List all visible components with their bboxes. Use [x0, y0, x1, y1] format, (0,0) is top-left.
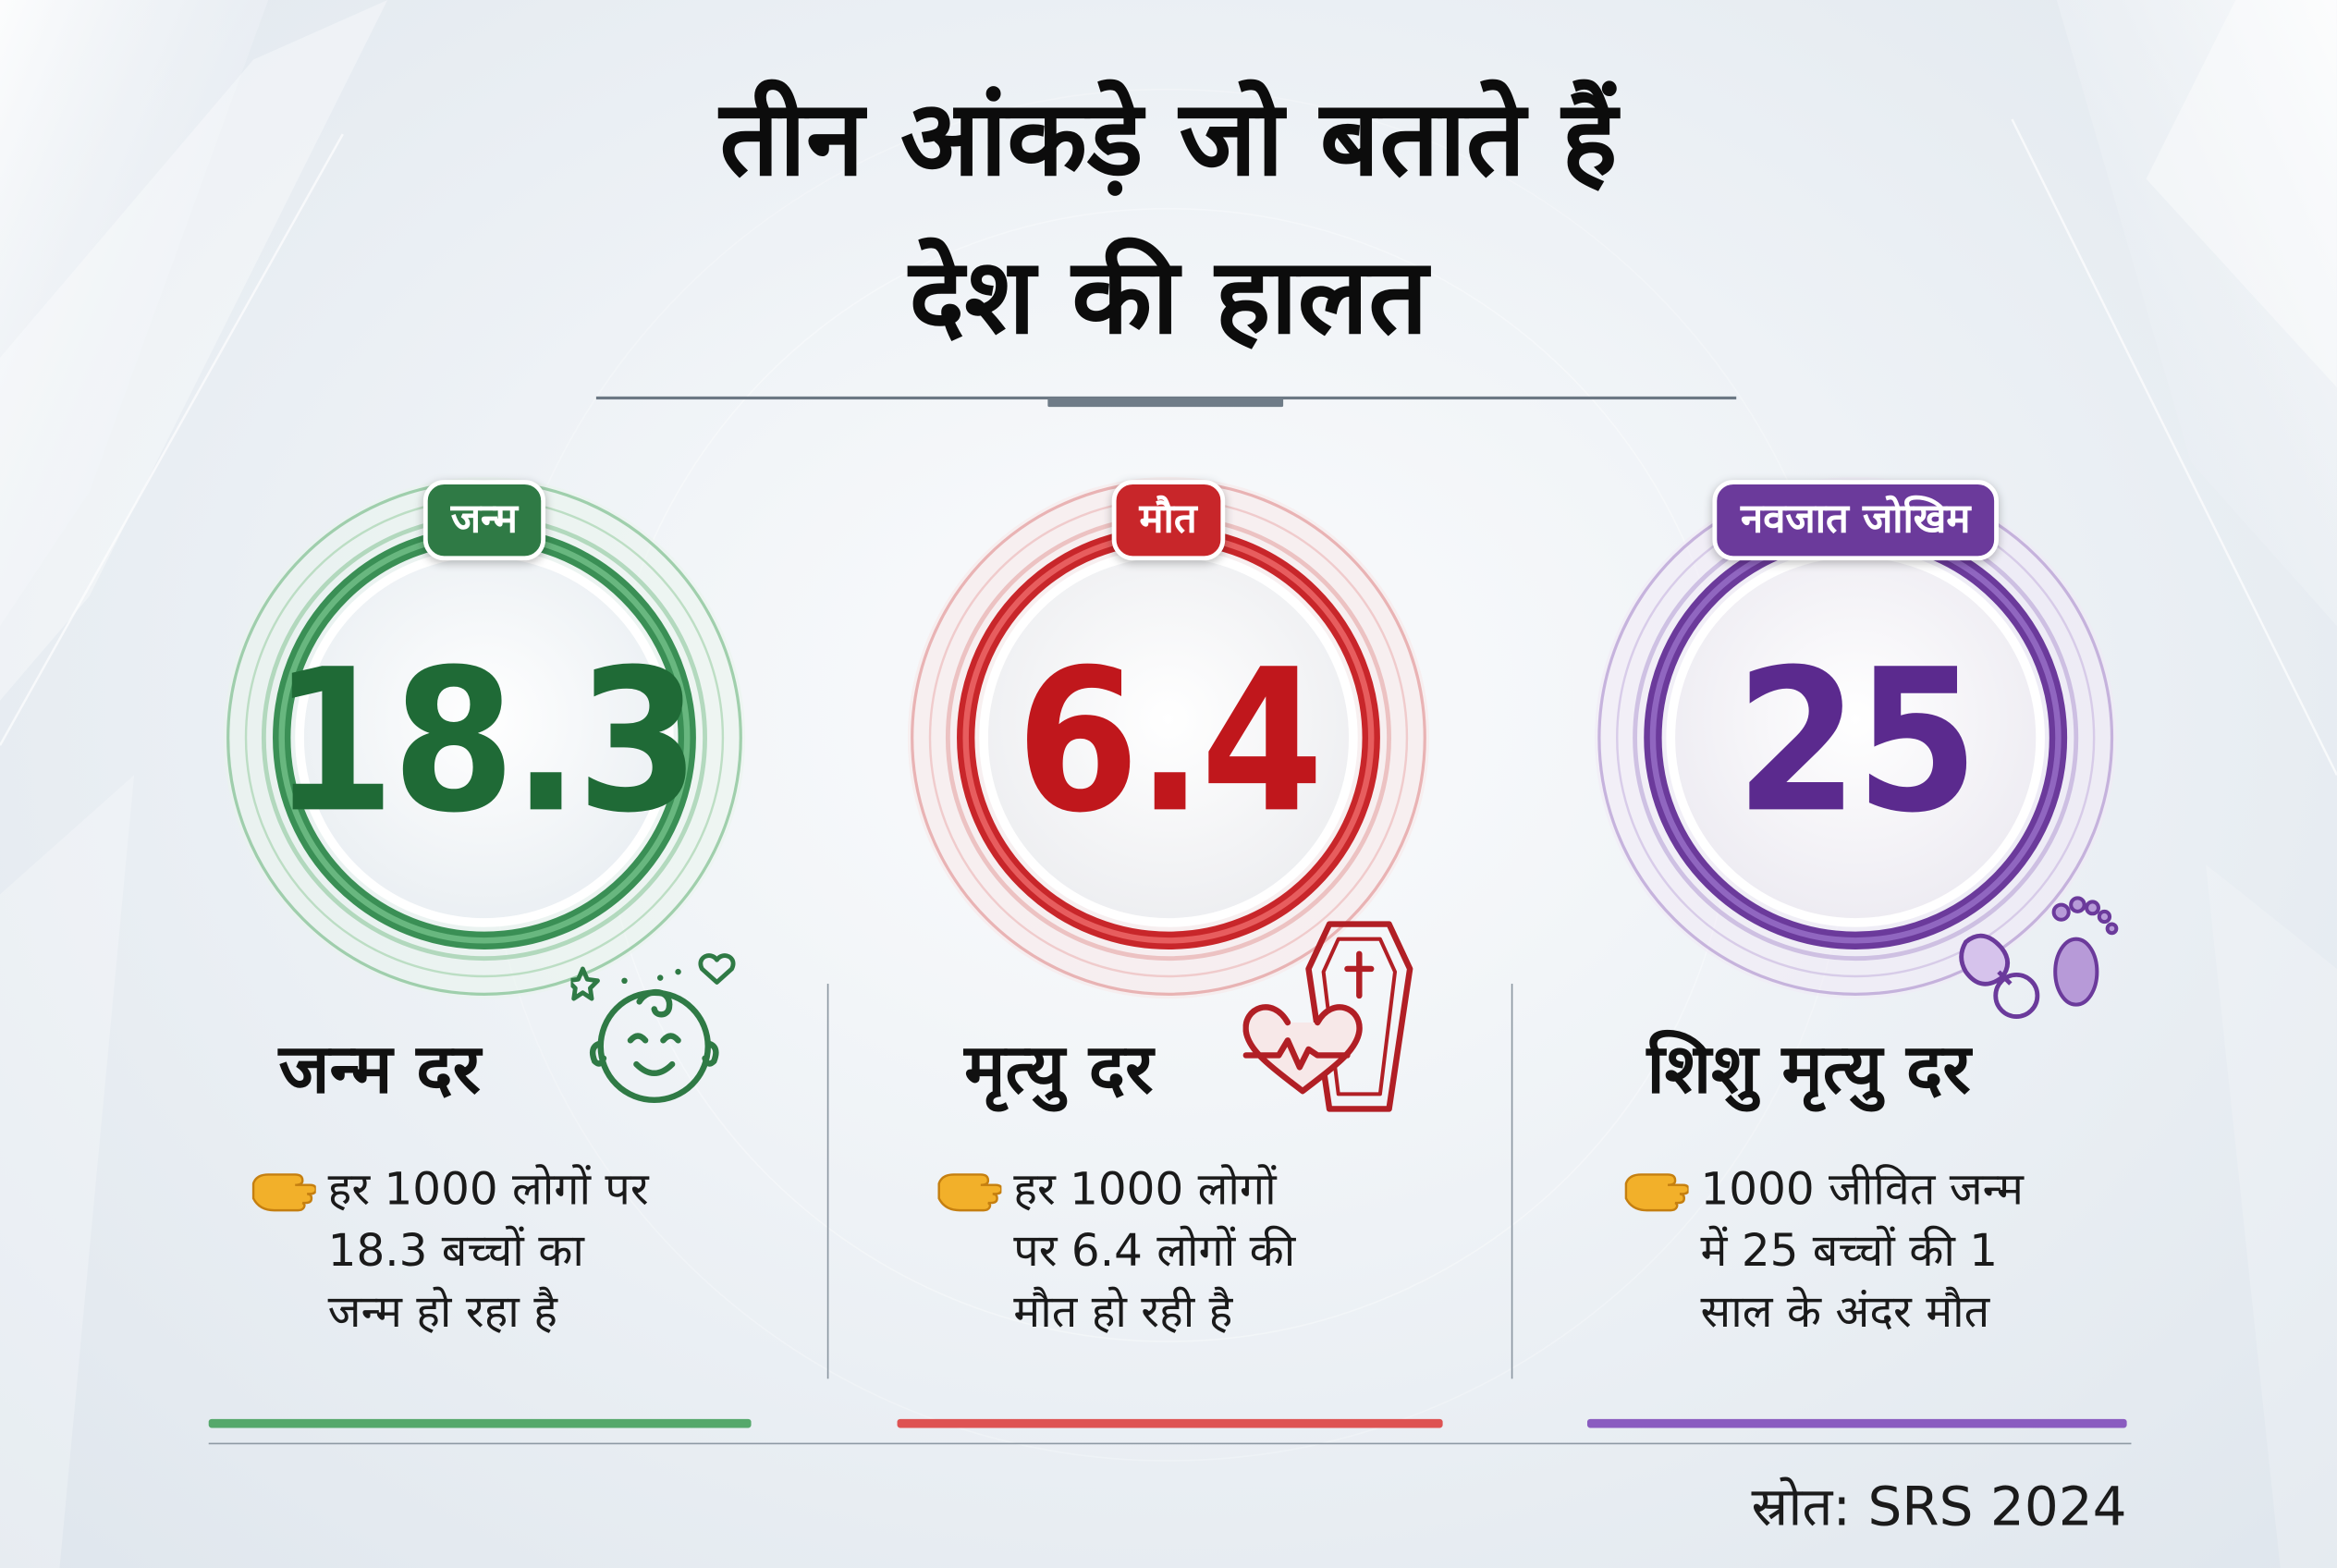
infant-mortality-heading: शिशु मृत्यु दर — [1646, 1028, 1971, 1109]
description-line: जन्म हो रहा है — [327, 1286, 557, 1339]
footer-divider — [208, 1442, 2132, 1445]
death-badge: मौत — [1110, 480, 1226, 561]
pointing-hand-icon — [251, 1173, 316, 1212]
pointing-hand-icon — [937, 1173, 1002, 1212]
birth-rate-card: जन्म 18.3 जन्म दर हर 1000 लो — [112, 447, 857, 1461]
description-line: हर 1000 लोगों — [1013, 1164, 1277, 1217]
description-line: साल के अंदर मौत — [1700, 1286, 1990, 1339]
birth-rate-ring — [223, 476, 746, 999]
birth-badge: जन्म — [422, 480, 546, 561]
infant-mortality-description: 1000 जीवित जन्म में 25 बच्चों की 1 साल क… — [1624, 1159, 2024, 1342]
description-line: पर 6.4 लोगों की — [1013, 1225, 1296, 1278]
newborn-risk-badge: नवजात जोखिम — [1712, 480, 2000, 561]
page-title-line-2: देश की हालत — [909, 235, 1428, 358]
infant-mortality-value: 25 — [1735, 627, 1978, 858]
description-line: मौत हो रही है — [1013, 1286, 1233, 1339]
pointing-hand-icon — [1624, 1173, 1689, 1212]
description-line: 18.3 बच्चों का — [327, 1225, 584, 1278]
birth-rate-underline — [208, 1418, 752, 1428]
birth-rate-heading: जन्म दर — [278, 1028, 481, 1109]
death-rate-card: मौत 6.4 मृत्यु दर हर 1000 लोगों पर 6.4 ल… — [796, 447, 1541, 1461]
column-divider — [1511, 984, 1513, 1379]
pacifier-footprint-icon — [1959, 896, 2119, 1019]
page-title-line-1: तीन आंकड़े जो बताते हैं — [719, 77, 1618, 201]
birth-rate-description: हर 1000 लोगों पर 18.3 बच्चों का जन्म हो … — [251, 1159, 649, 1342]
infant-mortality-underline — [1586, 1418, 2127, 1428]
infant-mortality-ring — [1595, 476, 2117, 999]
death-rate-description: हर 1000 लोगों पर 6.4 लोगों की मौत हो रही… — [937, 1159, 1296, 1342]
infant-mortality-card: नवजात जोखिम 25 शिशु मृत्यु दर 1000 जी — [1483, 447, 2228, 1461]
death-rate-heading: मृत्यु दर — [964, 1028, 1154, 1109]
baby-face-icon — [570, 953, 736, 1104]
source-credit: स्रोत: SRS 2024 — [1751, 1476, 2127, 1538]
death-rate-underline — [897, 1418, 1443, 1428]
description-line: 1000 जीवित जन्म — [1700, 1164, 2024, 1217]
title-divider-accent — [1047, 398, 1284, 408]
column-divider — [826, 984, 829, 1379]
birth-rate-value: 18.3 — [272, 627, 700, 858]
description-line: में 25 बच्चों की 1 — [1700, 1225, 1999, 1278]
death-rate-value: 6.4 — [1016, 627, 1324, 858]
description-line: हर 1000 लोगों पर — [327, 1164, 649, 1217]
coffin-heartbeat-icon — [1242, 921, 1413, 1112]
